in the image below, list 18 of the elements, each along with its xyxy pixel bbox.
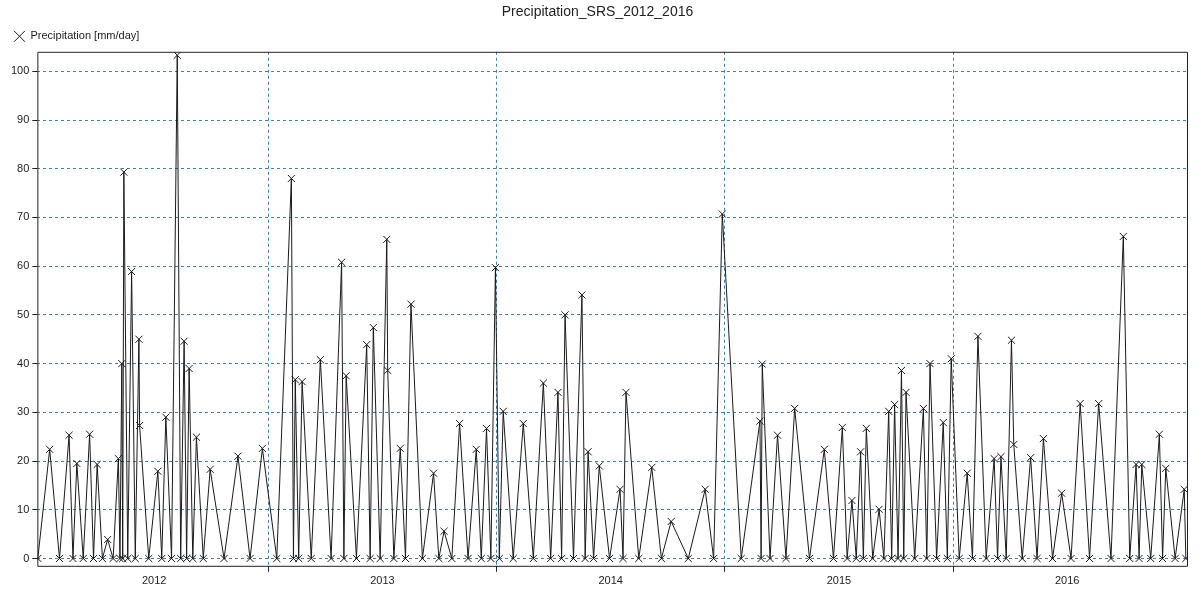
y-tick-label: 0 [23,551,30,564]
x-tick-label: 2016 [1054,574,1080,587]
y-tick-label: 20 [17,454,30,467]
y-tick-label: 80 [17,161,30,174]
legend-label: Precipitation [mm/day] [30,29,140,42]
y-tick-label: 60 [17,259,30,272]
y-tick-label: 50 [17,307,30,320]
x-tick-label: 2014 [598,574,623,587]
x-tick-label: 2015 [826,574,852,587]
y-tick-label: 90 [17,113,30,126]
x-tick-label: 2013 [370,574,395,587]
y-tick-label: 40 [17,356,30,369]
y-tick-label: 30 [17,405,30,418]
y-tick-label: 100 [10,64,30,77]
y-tick-label: 10 [17,502,30,515]
y-tick-label: 70 [17,210,30,223]
x-tick-label: 2012 [141,574,167,587]
chart-title: Precipitation_SRS_2012_2016 [501,3,694,20]
